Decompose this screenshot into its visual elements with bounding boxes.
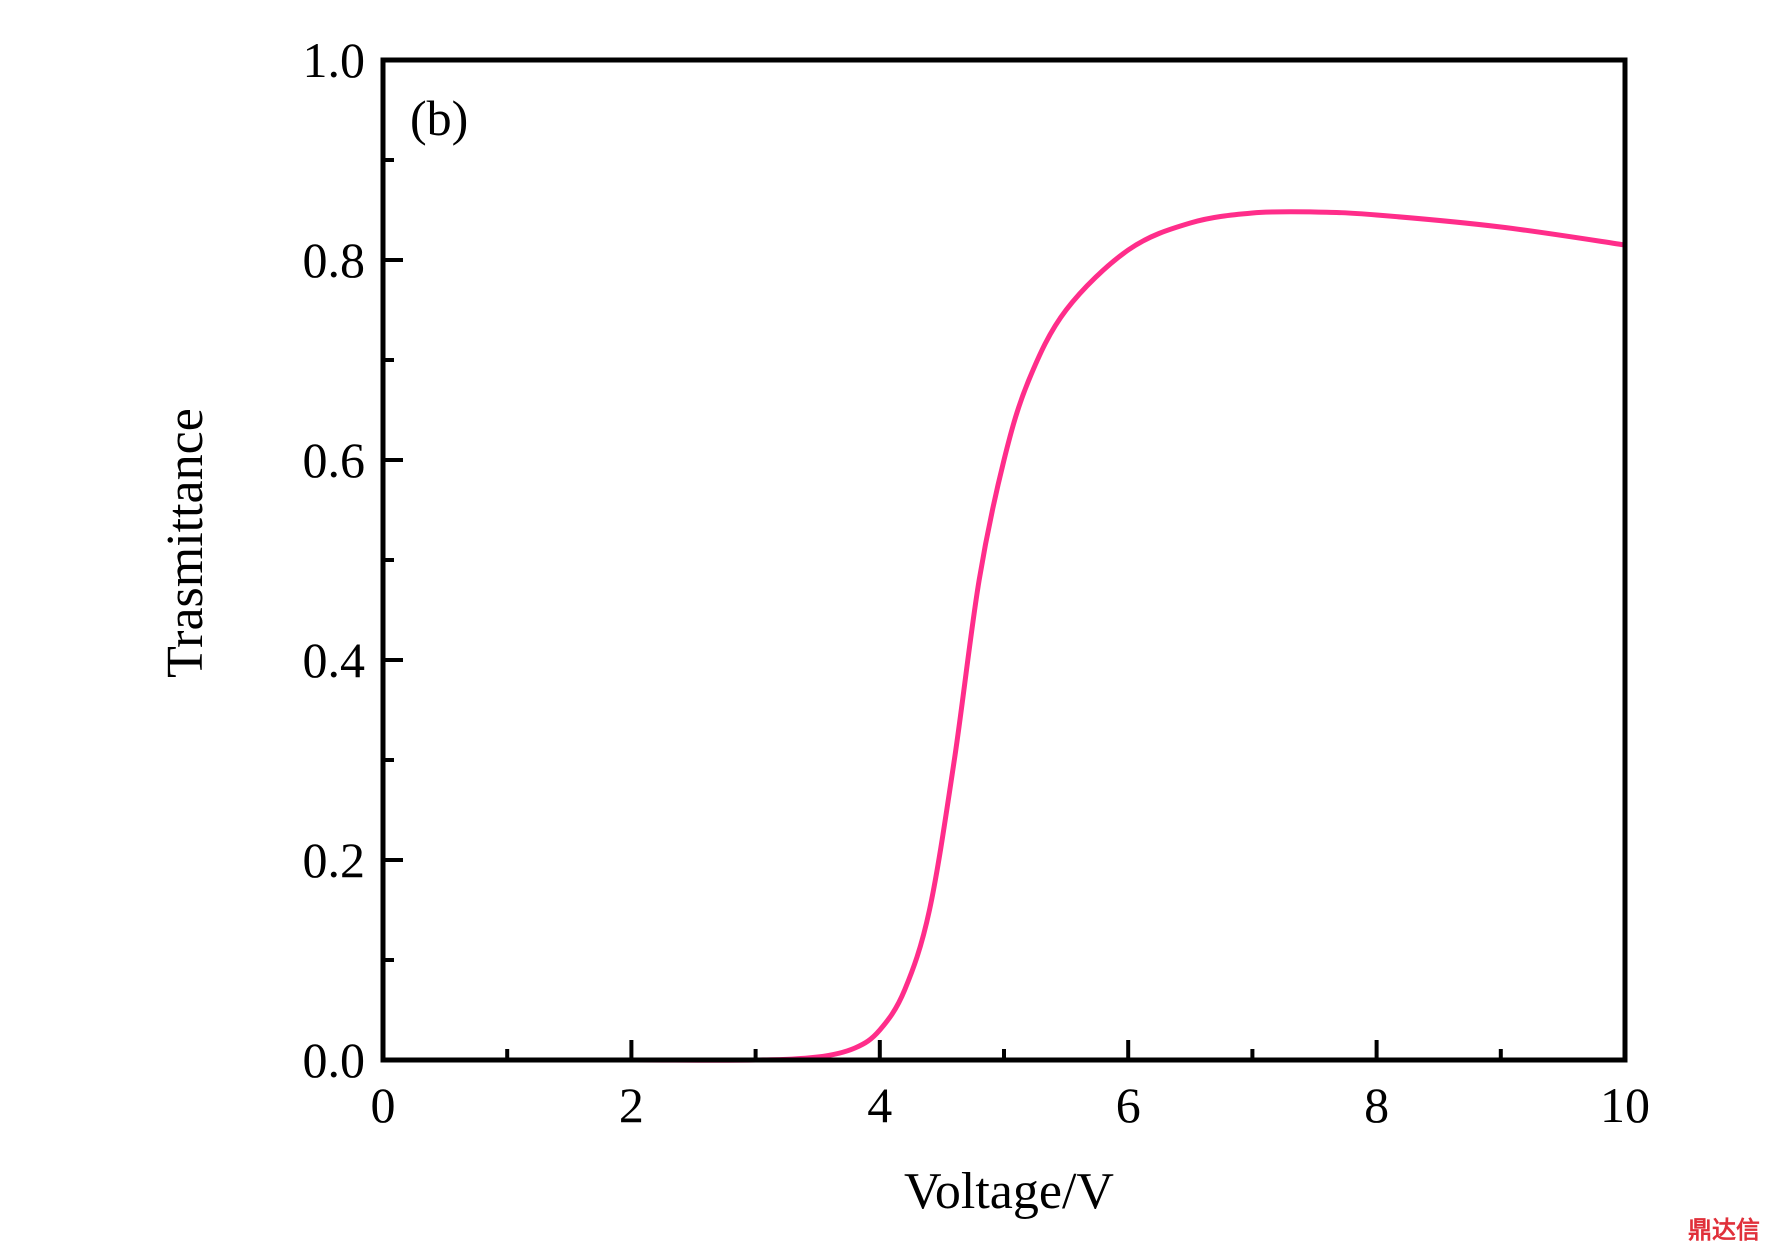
x-tick-label: 4: [867, 1077, 892, 1133]
watermark-text: 鼎达信: [1688, 1216, 1760, 1244]
watermark-logo: 鼎达信: [1688, 1210, 1760, 1245]
plot-frame: [380, 57, 1628, 1063]
x-tick-label: 8: [1364, 1077, 1389, 1133]
ticks-layer: [381, 58, 1627, 1062]
y-tick-label: 0.2: [303, 832, 366, 888]
y-tick-label: 1.0: [303, 32, 366, 88]
y-tick-label: 0.8: [303, 232, 366, 288]
y-tick-label: 0.0: [303, 1032, 366, 1088]
y-tick-label: 0.4: [303, 632, 366, 688]
labels-layer: 0 2 4 6 8 10 0.0 0.2 0.4 0.6 0.8 1.0: [303, 32, 1651, 1133]
x-tick-label: 6: [1116, 1077, 1141, 1133]
x-axis-title: Voltage/V: [904, 1163, 1114, 1220]
panel-label: (b): [410, 90, 468, 146]
y-axis-title: Trasmittance: [157, 408, 214, 678]
series-transmittance-line: [405, 209, 1628, 1063]
y-tick-label: 0.6: [303, 432, 366, 488]
x-tick-label: 2: [619, 1077, 644, 1133]
x-tick-label: 10: [1600, 1077, 1650, 1133]
x-tick-label: 0: [371, 1077, 396, 1133]
